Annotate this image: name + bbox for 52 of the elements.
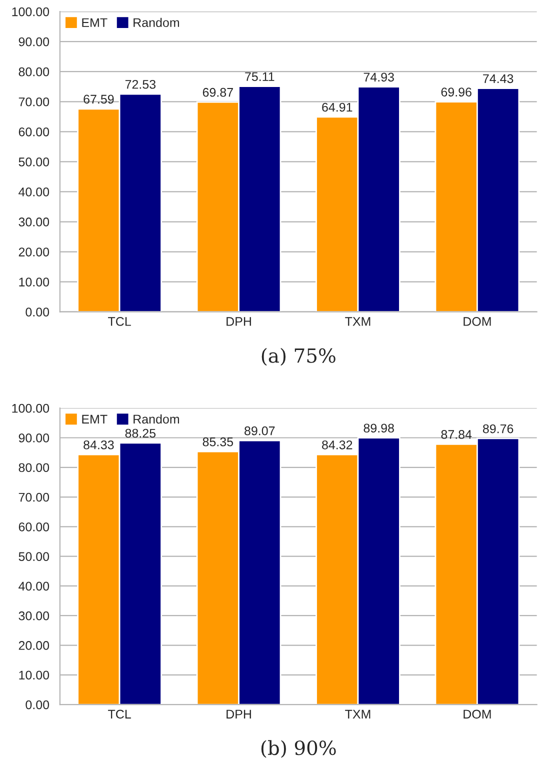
- legend-label: EMT: [82, 414, 108, 424]
- x-tick-label: TCL: [108, 317, 131, 326]
- x-tick-label: TXM: [345, 710, 370, 718]
- y-tick-label: 30.00: [18, 218, 50, 226]
- y-tick-label: 10.00: [19, 670, 50, 680]
- y-tick-label: 100.00: [12, 7, 50, 16]
- data-label: 89.98: [364, 424, 394, 433]
- data-label: 64.91: [322, 102, 352, 112]
- data-label: 85.35: [202, 437, 234, 446]
- y-tick-label: 90.00: [18, 37, 50, 46]
- x-tick-label: DOM: [464, 317, 491, 326]
- y-tick-label: 60.00: [18, 522, 50, 532]
- data-label: 87.84: [441, 430, 472, 439]
- data-label: 67.59: [84, 94, 114, 104]
- y-tick-label: 50.00: [18, 552, 50, 561]
- data-label: 84.33: [84, 440, 114, 450]
- y-tick-label: 100.00: [12, 404, 50, 413]
- data-label: 75.11: [245, 72, 274, 82]
- y-tick-label: 60.00: [18, 127, 50, 136]
- x-tick-label: DOM: [464, 710, 491, 719]
- legend-label: Random: [134, 414, 180, 424]
- y-tick-label: 90.00: [18, 434, 50, 442]
- y-tick-label: 0.00: [26, 308, 50, 316]
- legend-label: EMT: [82, 18, 108, 27]
- y-tick-label: 0.00: [26, 700, 50, 710]
- y-tick-label: 70.00: [18, 97, 50, 106]
- legend-label: Random: [134, 18, 180, 28]
- y-tick-label: 50.00: [18, 158, 50, 166]
- data-label: 74.43: [483, 74, 514, 84]
- y-tick-label: 20.00: [18, 641, 50, 650]
- data-label: 89.76: [482, 424, 514, 434]
- x-tick-label: DPH: [226, 710, 251, 718]
- y-tick-label: 10.00: [19, 278, 50, 286]
- y-tick-label: 40.00: [18, 188, 50, 196]
- text: (b) 90%: [261, 740, 336, 758]
- data-label: 69.96: [441, 88, 472, 97]
- y-tick-label: 30.00: [18, 611, 50, 620]
- data-label: 74.93: [364, 72, 394, 82]
- data-label: 88.25: [125, 428, 156, 438]
- y-tick-label: 20.00: [18, 248, 50, 256]
- y-tick-label: 80.00: [18, 463, 50, 472]
- x-tick-label: TXM: [345, 317, 370, 326]
- data-label: 89.07: [244, 426, 275, 436]
- x-tick-label: DPH: [226, 317, 251, 326]
- y-tick-label: 80.00: [18, 67, 50, 76]
- data-label: 69.87: [202, 88, 233, 97]
- data-label: 72.53: [125, 80, 156, 89]
- y-tick-label: 70.00: [18, 492, 50, 502]
- data-label: 84.32: [322, 440, 352, 450]
- x-tick-label: TCL: [108, 710, 131, 719]
- text: (a) 75%: [262, 348, 336, 366]
- y-tick-label: 40.00: [18, 582, 50, 591]
